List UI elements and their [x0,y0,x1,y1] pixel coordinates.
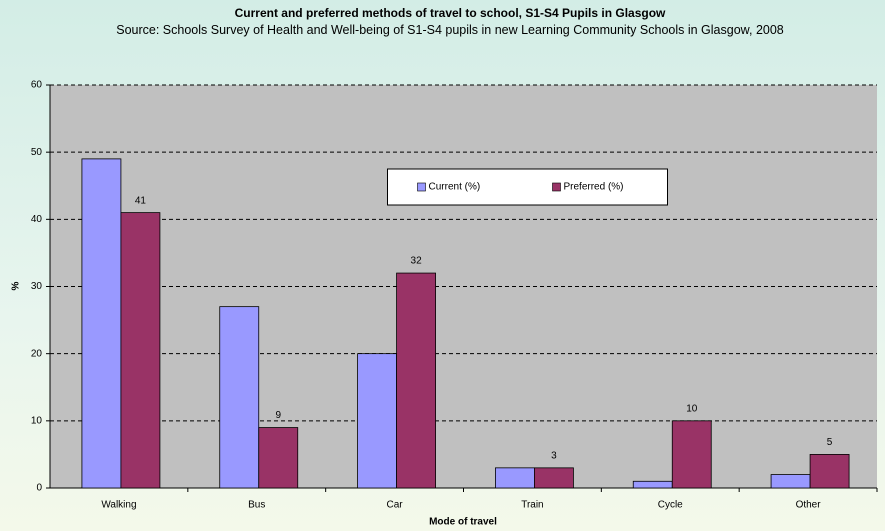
bar [357,353,397,489]
legend-swatch [417,182,426,192]
data-label: 41 [135,195,147,206]
data-label: 10 [686,403,698,414]
legend-swatch [552,182,561,192]
data-label: 9 [275,410,281,421]
y-tick-label: 40 [31,214,43,225]
data-label: 32 [411,256,423,267]
x-tick-label: Bus [248,500,265,511]
data-label: 5 [827,437,833,448]
x-tick-label: Train [521,500,543,511]
y-axis-label: % [11,281,22,290]
y-tick-label: 60 [31,80,43,91]
legend-label: Current (%) [429,182,481,193]
bar [534,467,574,489]
x-tick-label: Car [387,500,404,511]
y-tick-label: 0 [36,483,42,494]
x-tick-label: Cycle [658,500,683,511]
bar [120,212,161,489]
chart-subtitle: Source: Schools Survey of Health and Wel… [116,23,784,37]
x-tick-label: Other [796,500,822,511]
bar [770,474,811,489]
x-axis-label: Mode of travel [429,517,497,528]
y-tick-label: 10 [31,415,43,426]
bar [632,480,673,489]
bar [495,467,535,489]
bar [81,158,122,489]
bar [258,427,299,489]
legend-box [387,168,668,206]
y-tick-label: 50 [31,147,43,158]
data-label: 3 [551,450,557,461]
y-tick-label: 20 [31,348,43,359]
bar [809,454,850,489]
bar [219,306,260,489]
legend-label: Preferred (%) [564,182,624,193]
x-tick-label: Walking [101,500,136,511]
bar [671,420,712,489]
chart-title: Current and preferred methods of travel … [234,6,666,20]
y-tick-label: 30 [31,281,43,292]
bar [396,272,436,489]
